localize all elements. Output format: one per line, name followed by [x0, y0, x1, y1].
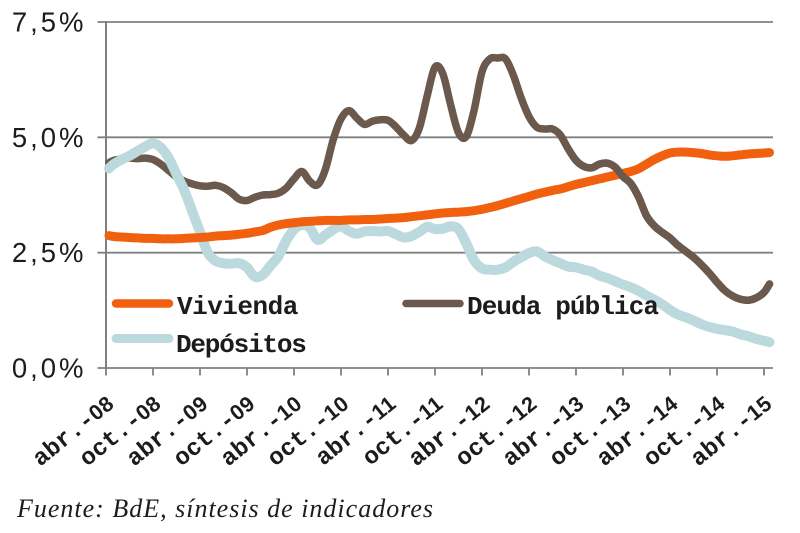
svg-text:7,5%: 7,5% [12, 7, 87, 38]
svg-text:5,0%: 5,0% [12, 122, 87, 153]
svg-text:Fuente: BdE, síntesis de indic: Fuente: BdE, síntesis de indicadores [16, 494, 434, 523]
svg-text:Deuda pública: Deuda pública [467, 292, 658, 322]
svg-text:Vivienda: Vivienda [177, 292, 298, 322]
svg-text:Depósitos: Depósitos [176, 330, 306, 360]
svg-text:0,0%: 0,0% [12, 353, 87, 384]
svg-text:2,5%: 2,5% [12, 237, 87, 268]
